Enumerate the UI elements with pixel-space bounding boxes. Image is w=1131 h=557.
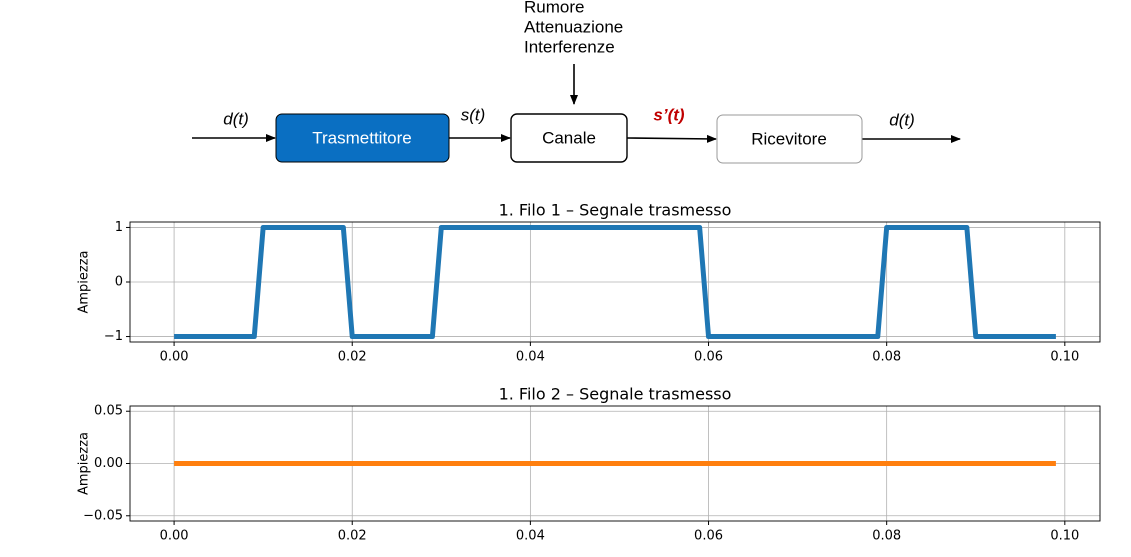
arrow [626,134,717,143]
x-tick-label: 0.08 [872,350,901,365]
y-axis-label: Ampiezza [77,250,92,313]
block [275,113,450,163]
x-tick-label: 0.02 [338,529,367,544]
x-tick-label: 0.04 [516,350,545,365]
block [716,114,863,164]
block-label: Trasmettitore [312,128,412,147]
signal-label: d(t) [223,109,249,128]
signal-label: s(t) [461,105,486,124]
series-line [174,224,1056,340]
chart-title: 1. Filo 1 – Segnale trasmesso [499,201,732,220]
signal-label: d(t) [889,110,915,129]
chart-title: 1. Filo 2 – Segnale trasmesso [499,385,732,404]
x-tick-label: 0.02 [338,350,367,365]
block-label: Canale [542,128,596,147]
x-tick-label: 0.00 [160,350,189,365]
x-tick-label: 0.10 [1050,350,1079,365]
block-label: Ricevitore [751,129,827,148]
noise-label: Rumore [524,0,584,16]
x-tick-label: 0.06 [694,529,723,544]
noise-label: Interferenze [524,37,615,56]
y-tick-label: −0.05 [83,508,123,523]
y-tick-label: 1 [115,220,123,235]
block [510,113,628,163]
chart: 1. Filo 2 – Segnale trasmessoAmpiezza0.0… [77,385,1101,544]
y-tick-label: 0.05 [94,404,123,419]
x-tick-label: 0.04 [516,529,545,544]
chart: 1. Filo 1 – Segnale trasmesso Ampiezza 0.0… [77,201,1101,365]
x-tick-label: 0.10 [1050,529,1079,544]
block-diagram: Rumore Attenuazione Interferenze Trasmet… [192,0,961,164]
x-tick-label: 0.08 [872,529,901,544]
plot-frame [129,221,1101,343]
y-tick-label: 0 [115,275,123,290]
noise-label: Attenuazione [524,17,623,36]
x-tick-label: 0.06 [694,350,723,365]
x-tick-label: 0.00 [160,529,189,544]
y-tick-label: −1 [104,329,123,344]
signal-label: s’(t) [653,105,685,124]
y-tick-label: 0.00 [94,456,123,471]
plot-frame [129,405,1101,522]
y-axis-label: Ampiezza [77,432,92,495]
